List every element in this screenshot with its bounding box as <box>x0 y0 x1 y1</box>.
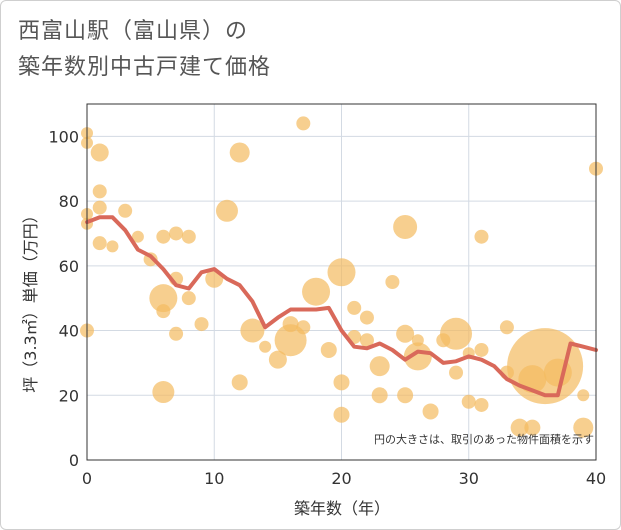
bubble <box>403 342 432 371</box>
x-tick-label: 10 <box>204 469 224 488</box>
bubble <box>440 317 473 350</box>
bubble <box>302 277 331 306</box>
bubble <box>296 320 311 335</box>
bubble <box>359 310 374 325</box>
bubble <box>510 418 529 437</box>
bubble <box>449 365 464 380</box>
title-line-2: 築年数別中古戸建て価格 <box>18 55 272 80</box>
bubble <box>240 318 265 343</box>
bubble <box>90 143 109 162</box>
y-tick-label: 0 <box>69 451 79 470</box>
bubble <box>333 406 350 423</box>
chart-title: 西富山駅（富山県）の 築年数別中古戸建て価格 <box>18 14 271 86</box>
bubble <box>194 317 209 332</box>
y-axis-title: 坪（3.3㎡）単価（万円） <box>21 207 40 392</box>
bubble <box>169 326 184 341</box>
bubble <box>327 258 356 287</box>
bubble <box>359 333 374 348</box>
bubble <box>92 184 107 199</box>
bubble <box>371 387 388 404</box>
bubble <box>577 389 590 402</box>
bubble <box>156 229 171 244</box>
title-line-1: 西富山駅（富山県）の <box>18 19 249 44</box>
bubble <box>152 381 175 404</box>
bubble <box>474 342 489 357</box>
bubble <box>259 340 272 353</box>
bubble <box>118 203 133 218</box>
price-trend-line <box>85 215 598 398</box>
bubble <box>169 226 184 241</box>
bubble <box>333 374 350 391</box>
bubble <box>92 236 107 251</box>
y-tick-label: 40 <box>59 322 79 341</box>
bubble <box>229 142 250 163</box>
bubble <box>131 230 144 243</box>
bubble-size-note: 円の大きさは、取引のあった物件面積を示す <box>374 432 594 446</box>
y-tick-label: 100 <box>48 127 79 146</box>
bubble <box>499 320 514 335</box>
bubble <box>181 291 196 306</box>
bubble <box>347 300 362 315</box>
bubble <box>268 350 287 369</box>
x-tick-label: 30 <box>459 469 479 488</box>
bubble <box>156 304 171 319</box>
bubble <box>106 240 119 253</box>
bubble <box>181 229 196 244</box>
bubble <box>524 419 541 436</box>
bubble <box>411 334 424 347</box>
bubble <box>92 200 107 215</box>
x-tick-labels: 0 10 20 30 40 <box>82 469 606 488</box>
y-tick-label: 20 <box>59 386 79 405</box>
bubble <box>573 417 594 438</box>
bubble <box>474 397 489 412</box>
bubble-layer <box>80 116 603 438</box>
bubble <box>396 324 415 343</box>
bubble <box>215 199 238 222</box>
y-tick-label: 80 <box>59 192 79 211</box>
x-tick-label: 40 <box>586 469 606 488</box>
bubble <box>369 356 390 377</box>
bubble <box>149 284 178 313</box>
bubble <box>320 341 337 358</box>
y-tick-labels: 0 20 40 60 80 100 <box>48 127 79 470</box>
x-axis-title: 築年数（年） <box>294 499 390 518</box>
bubble <box>385 275 400 289</box>
bubble <box>296 116 311 131</box>
bubble <box>461 394 476 409</box>
x-tick-label: 20 <box>331 469 351 488</box>
bubble <box>231 374 248 391</box>
bubble <box>507 328 584 405</box>
bubble <box>474 229 489 244</box>
bubble <box>393 214 418 239</box>
x-tick-label: 0 <box>82 469 92 488</box>
bubble <box>397 387 414 404</box>
plot-border <box>86 103 597 461</box>
bubble <box>422 403 439 420</box>
y-tick-label: 60 <box>59 257 79 276</box>
